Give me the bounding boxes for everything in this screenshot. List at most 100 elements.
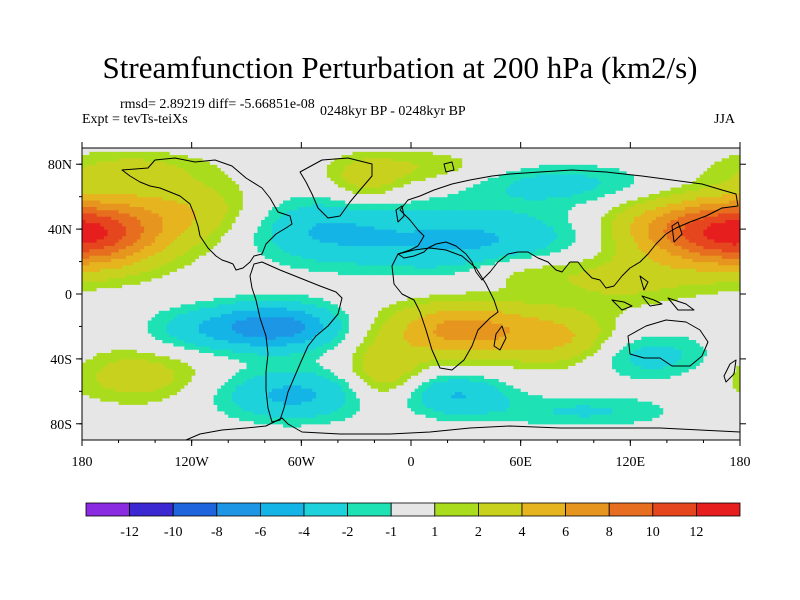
field-cell <box>206 414 211 418</box>
field-cell <box>228 151 233 156</box>
field-cell <box>162 358 167 363</box>
field-cell <box>144 219 149 224</box>
field-cell <box>253 349 259 353</box>
field-cell <box>191 238 196 243</box>
field-cell <box>235 274 240 279</box>
field-cell <box>144 173 149 178</box>
field-cell <box>235 362 240 366</box>
field-cell <box>239 235 244 240</box>
field-cell <box>96 300 101 305</box>
field-cell <box>151 193 156 198</box>
field-cell <box>279 397 284 402</box>
field-cell <box>151 427 156 431</box>
field-cell <box>103 358 109 363</box>
field-cell <box>107 268 112 272</box>
field-cell <box>209 342 215 347</box>
field-cell <box>158 365 164 370</box>
field-cell <box>107 186 112 191</box>
field-cell <box>111 410 116 415</box>
field-cell <box>209 368 215 373</box>
field-cell <box>220 277 226 282</box>
field-cell <box>217 229 222 233</box>
field-cell <box>82 264 87 269</box>
field-cell <box>169 336 174 341</box>
field-cell <box>195 384 200 389</box>
field-cell <box>253 199 259 204</box>
field-cell <box>228 173 233 178</box>
field-cell <box>184 173 189 178</box>
field-cell <box>129 294 134 298</box>
field-cell <box>166 209 171 214</box>
field-cell <box>122 430 127 435</box>
field-cell <box>166 397 171 402</box>
field-cell <box>166 433 171 438</box>
field-cell <box>140 339 145 344</box>
field-cell <box>147 362 153 366</box>
field-cell <box>125 423 131 428</box>
field-cell <box>235 310 240 315</box>
field-cell <box>253 388 259 392</box>
field-cell <box>103 196 109 201</box>
field-cell <box>242 371 248 376</box>
field-cell <box>188 397 193 402</box>
field-cell <box>275 323 280 328</box>
field-cell <box>118 368 123 373</box>
field-cell <box>275 371 280 376</box>
field-cell <box>188 183 193 188</box>
field-cell <box>129 212 134 217</box>
field-cell <box>228 271 233 276</box>
field-cell <box>129 290 134 295</box>
field-cell <box>136 196 142 201</box>
field-cell <box>166 219 171 224</box>
field-cell <box>166 157 171 162</box>
field-cell <box>96 284 101 289</box>
field-cell <box>180 212 185 217</box>
field-cell <box>231 148 237 152</box>
field-cell <box>239 190 244 195</box>
field-cell <box>253 316 259 321</box>
field-cell <box>180 199 185 204</box>
field-cell <box>250 186 255 191</box>
field-cell <box>162 404 167 409</box>
field-cell <box>100 323 105 328</box>
field-cell <box>173 235 178 240</box>
field-cell <box>261 290 266 295</box>
field-cell <box>261 342 266 347</box>
field-cell <box>279 319 284 324</box>
field-cell <box>107 394 112 399</box>
field-cell <box>268 183 273 188</box>
field-cell <box>224 232 229 237</box>
field-cell <box>228 281 233 285</box>
field-cell <box>125 378 131 383</box>
field-cell <box>250 190 255 195</box>
field-cell <box>275 193 280 198</box>
field-cell <box>239 274 244 279</box>
field-cell <box>275 430 280 435</box>
field-cell <box>169 225 174 230</box>
field-cell <box>177 148 182 152</box>
field-cell <box>103 323 109 328</box>
field-cell <box>162 394 167 399</box>
field-cell <box>261 329 266 334</box>
field-cell <box>268 407 273 412</box>
field-cell <box>235 316 240 321</box>
field-cell <box>103 167 109 172</box>
field-cell <box>144 384 149 389</box>
field-cell <box>96 177 101 182</box>
field-cell <box>250 157 255 162</box>
field-cell <box>257 345 262 350</box>
field-cell <box>239 397 244 402</box>
field-cell <box>268 310 273 315</box>
field-cell <box>136 436 142 440</box>
field-cell <box>173 368 178 373</box>
field-cell <box>261 190 266 195</box>
field-cell <box>89 365 94 370</box>
field-cell <box>122 436 127 440</box>
field-cell <box>158 358 164 363</box>
field-cell <box>144 391 149 396</box>
field-cell <box>191 368 196 373</box>
field-cell <box>85 148 90 152</box>
field-cell <box>136 316 142 321</box>
field-cell <box>246 414 251 418</box>
field-cell <box>279 388 284 392</box>
